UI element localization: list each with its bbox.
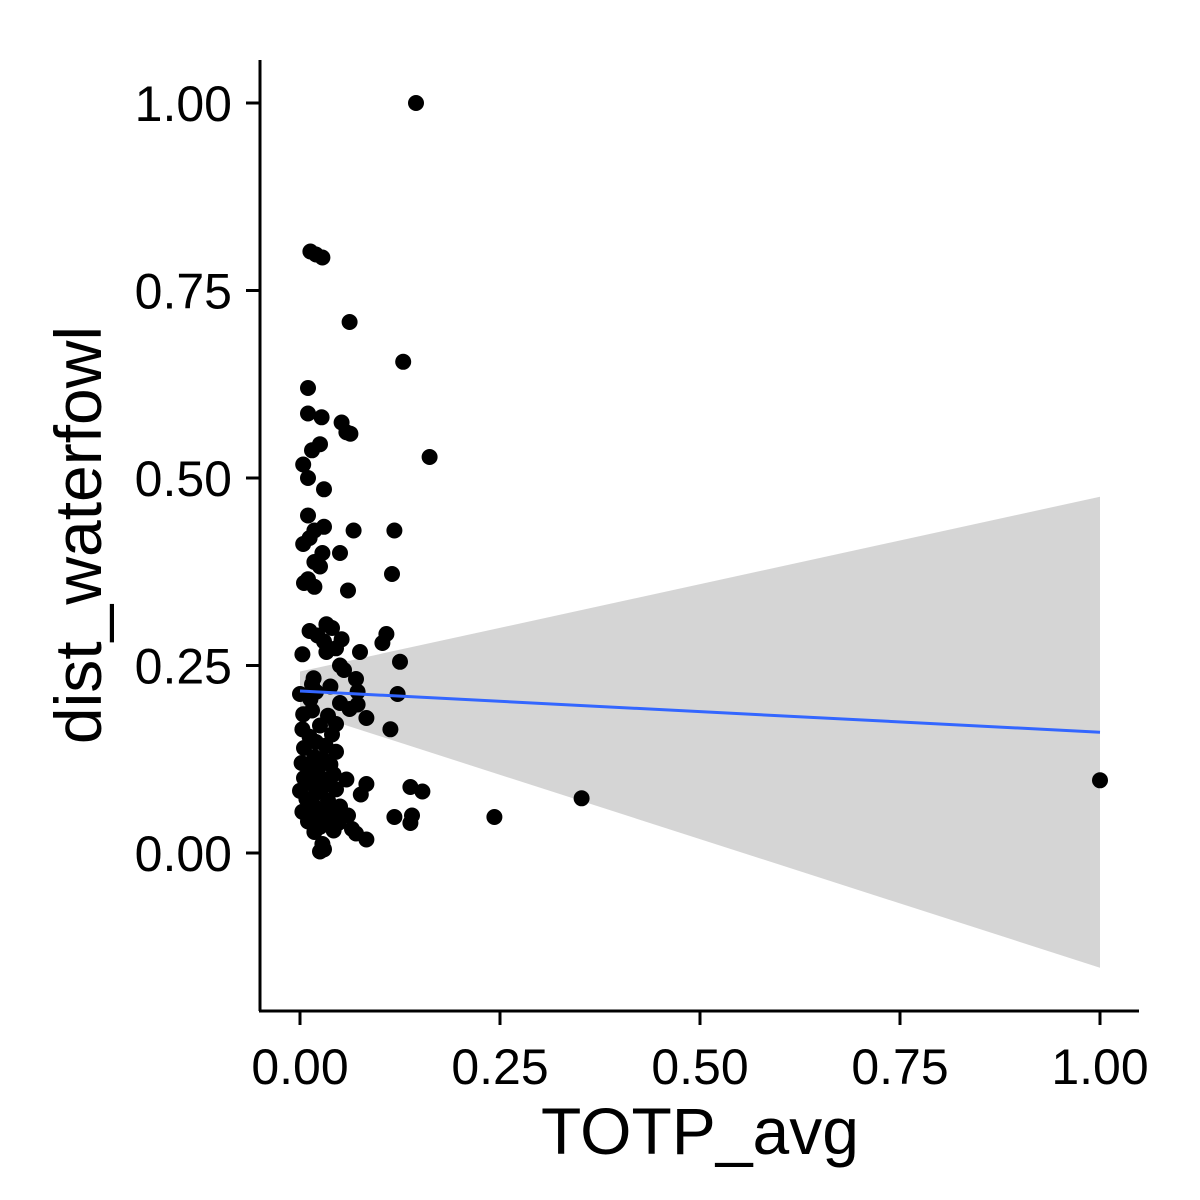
y-axis-ticks: 0.00 0.25 0.50 0.75 1.00 xyxy=(135,76,260,882)
data-point xyxy=(341,314,358,330)
data-point xyxy=(306,824,323,840)
data-point xyxy=(304,442,320,459)
data-point xyxy=(328,743,344,760)
data-point xyxy=(340,582,356,599)
data-point xyxy=(358,710,375,726)
y-tick-label: 0.50 xyxy=(135,451,232,507)
data-point xyxy=(348,671,364,687)
data-point xyxy=(312,717,328,734)
data-point xyxy=(408,95,424,111)
trend-line xyxy=(299,689,1101,734)
data-point xyxy=(325,822,342,839)
confidence-band xyxy=(300,496,1100,968)
data-point xyxy=(402,815,419,831)
data-point xyxy=(384,566,400,582)
data-point xyxy=(421,449,438,465)
data-point xyxy=(1092,772,1108,789)
x-tick-label: 0.75 xyxy=(851,1039,948,1095)
data-point xyxy=(395,353,412,370)
confidence-band-layer xyxy=(300,496,1100,968)
data-point xyxy=(300,507,316,524)
x-tick-label: 0.25 xyxy=(451,1039,548,1095)
data-points-layer xyxy=(292,95,1108,860)
data-point xyxy=(386,809,403,825)
x-tick-label: 0.50 xyxy=(651,1039,748,1095)
y-tick-label: 0.00 xyxy=(135,826,232,882)
data-point xyxy=(392,653,408,670)
data-point xyxy=(300,405,316,422)
data-point xyxy=(322,678,339,695)
data-point xyxy=(295,456,312,473)
data-point xyxy=(374,635,391,651)
data-point xyxy=(296,740,312,756)
y-axis-title: dist_waterfowl xyxy=(41,326,115,744)
y-tick-label: 0.25 xyxy=(135,639,232,695)
data-point xyxy=(295,536,312,552)
x-axis-ticks: 0.00 0.25 0.50 0.75 1.00 xyxy=(251,1011,1149,1095)
data-point xyxy=(300,380,316,396)
y-tick-label: 0.75 xyxy=(135,264,232,320)
data-point xyxy=(318,644,335,660)
data-point xyxy=(573,790,590,807)
data-point xyxy=(314,249,331,266)
trend-line-layer xyxy=(299,689,1101,734)
data-point xyxy=(341,701,358,717)
data-point xyxy=(352,786,369,803)
data-point xyxy=(336,662,352,678)
data-point xyxy=(382,721,399,738)
data-point xyxy=(389,686,406,702)
data-point xyxy=(306,578,323,595)
y-tick-label: 1.00 xyxy=(135,76,232,132)
data-point xyxy=(316,481,332,498)
data-point xyxy=(349,683,366,700)
data-point xyxy=(312,558,328,575)
data-point xyxy=(352,644,368,660)
x-tick-label: 0.00 xyxy=(251,1039,348,1095)
data-point xyxy=(294,646,311,663)
data-point xyxy=(313,409,330,426)
data-point xyxy=(300,470,316,486)
x-axis-title: TOTP_avg xyxy=(541,1094,859,1168)
data-point xyxy=(328,781,344,798)
data-point xyxy=(304,702,320,719)
data-point xyxy=(358,831,375,848)
data-point xyxy=(342,425,359,442)
data-point xyxy=(316,841,332,858)
data-point xyxy=(486,809,503,825)
data-point xyxy=(414,783,431,800)
data-point xyxy=(345,522,362,539)
data-point xyxy=(386,522,403,539)
data-point xyxy=(338,771,355,788)
data-point xyxy=(402,779,419,795)
x-tick-label: 1.00 xyxy=(1051,1039,1148,1095)
data-point xyxy=(332,545,348,561)
data-point xyxy=(324,620,340,636)
